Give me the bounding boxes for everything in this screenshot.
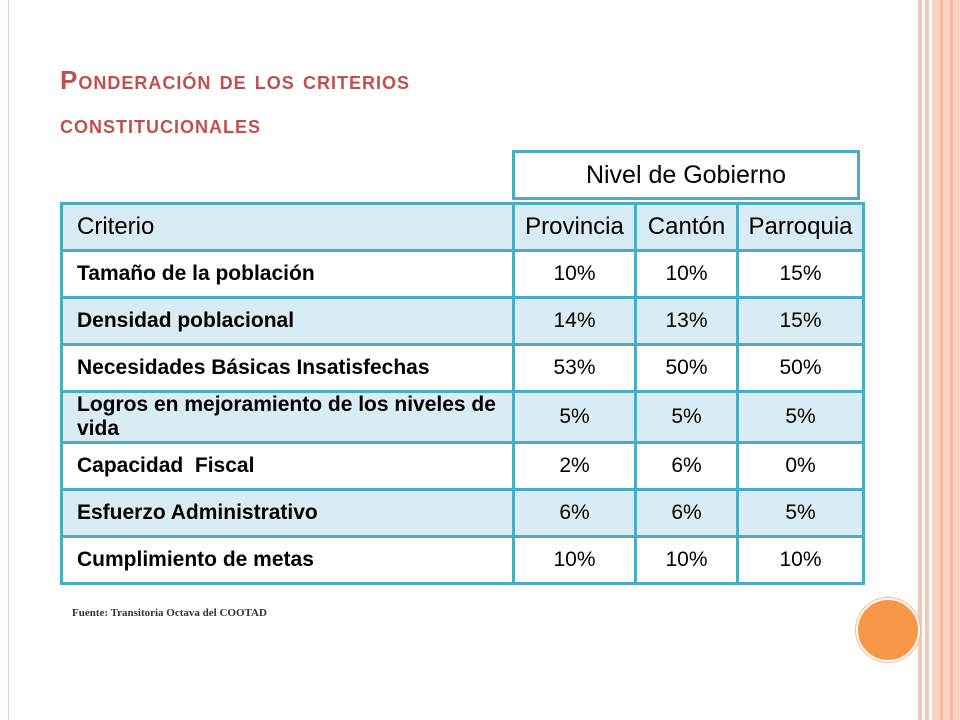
- table-row: Esfuerzo Administrativo 6% 6% 5%: [60, 488, 865, 538]
- parroquia-cell: 5%: [736, 488, 865, 538]
- left-rule: [8, 0, 9, 720]
- title-line-2: constitucionales: [60, 109, 262, 139]
- table-row: Cumplimiento de metas 10% 10% 10%: [60, 535, 865, 585]
- provincia-cell: 53%: [512, 343, 637, 393]
- parroquia-cell: 0%: [736, 441, 865, 491]
- canton-cell: 10%: [634, 249, 739, 299]
- header-provincia: Provincia: [512, 202, 637, 252]
- criterio-cell: Logros en mejoramiento de los niveles de…: [60, 390, 515, 444]
- parroquia-cell: 15%: [736, 249, 865, 299]
- decor-stripe: [950, 0, 953, 720]
- canton-cell: 10%: [634, 535, 739, 585]
- provincia-cell: 6%: [512, 488, 637, 538]
- header-parroquia: Parroquia: [736, 202, 865, 252]
- decorative-circle: [856, 598, 920, 662]
- provincia-cell: 2%: [512, 441, 637, 491]
- decor-stripe: [940, 0, 943, 720]
- title-line-1: Ponderación de los criterios: [60, 65, 411, 95]
- decor-stripe: [932, 0, 960, 720]
- canton-cell: 6%: [634, 488, 739, 538]
- criterio-cell: Capacidad Fiscal: [60, 441, 515, 491]
- criteria-table: Criterio Provincia Cantón Parroquia Tama…: [60, 202, 865, 585]
- provincia-cell: 14%: [512, 296, 637, 346]
- table-header-row: Criterio Provincia Cantón Parroquia: [60, 202, 865, 252]
- criterio-cell: Necesidades Básicas Insatisfechas: [60, 343, 515, 393]
- slide-title: Ponderación de los criterios constitucio…: [60, 58, 410, 146]
- canton-cell: 13%: [634, 296, 739, 346]
- criterio-cell: Esfuerzo Administrativo: [60, 488, 515, 538]
- parroquia-cell: 5%: [736, 390, 865, 444]
- canton-cell: 50%: [634, 343, 739, 393]
- canton-cell: 6%: [634, 441, 739, 491]
- criterio-cell: Tamaño de la población: [60, 249, 515, 299]
- provincia-cell: 5%: [512, 390, 637, 444]
- table-row: Tamaño de la población 10% 10% 15%: [60, 249, 865, 299]
- source-note: Fuente: Transitoria Octava del COOTAD: [72, 607, 267, 619]
- provincia-cell: 10%: [512, 535, 637, 585]
- parroquia-cell: 50%: [736, 343, 865, 393]
- parroquia-cell: 15%: [736, 296, 865, 346]
- table-row: Logros en mejoramiento de los niveles de…: [60, 390, 865, 444]
- provincia-cell: 10%: [512, 249, 637, 299]
- criterio-cell: Densidad poblacional: [60, 296, 515, 346]
- table-row: Densidad poblacional 14% 13% 15%: [60, 296, 865, 346]
- canton-cell: 5%: [634, 390, 739, 444]
- nivel-de-gobierno-header: Nivel de Gobierno: [512, 150, 860, 200]
- table-row: Capacidad Fiscal 2% 6% 0%: [60, 441, 865, 491]
- header-criterio: Criterio: [60, 202, 515, 252]
- table-row: Necesidades Básicas Insatisfechas 53% 50…: [60, 343, 865, 393]
- decor-stripe: [918, 0, 922, 720]
- decor-stripe: [925, 0, 929, 720]
- parroquia-cell: 10%: [736, 535, 865, 585]
- header-canton: Cantón: [634, 202, 739, 252]
- criterio-cell: Cumplimiento de metas: [60, 535, 515, 585]
